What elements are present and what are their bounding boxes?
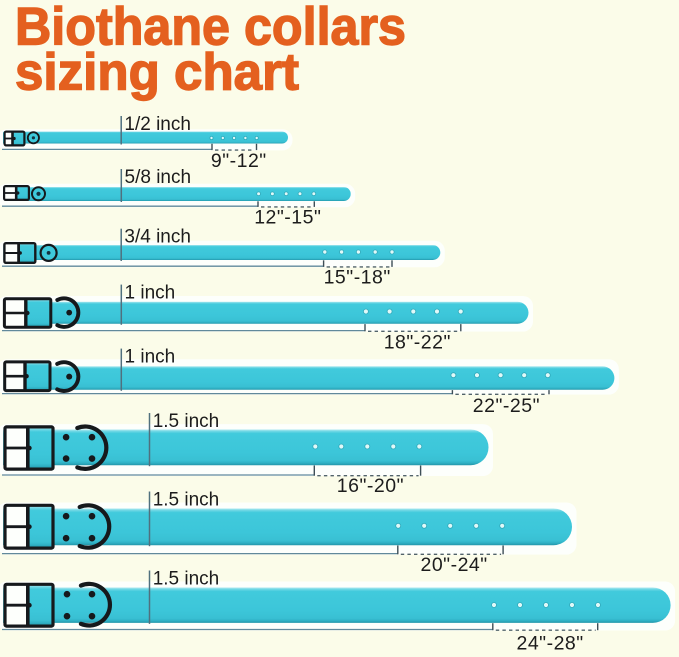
svg-text:5/8 inch: 5/8 inch (125, 167, 192, 188)
svg-text:sizing chart: sizing chart (15, 44, 299, 102)
svg-text:9"-12": 9"-12" (211, 150, 267, 172)
svg-text:Biothane collars: Biothane collars (15, 0, 406, 57)
svg-text:1.5 inch: 1.5 inch (153, 569, 220, 590)
svg-text:3/4 inch: 3/4 inch (124, 227, 191, 248)
svg-text:12"-15": 12"-15" (254, 206, 321, 228)
svg-text:20"-24": 20"-24" (420, 554, 487, 576)
svg-text:1.5 inch: 1.5 inch (153, 411, 220, 432)
svg-text:16"-20": 16"-20" (337, 475, 404, 497)
svg-text:1 inch: 1 inch (125, 347, 176, 368)
svg-text:24"-28": 24"-28" (516, 632, 583, 652)
svg-text:15"-18": 15"-18" (324, 266, 391, 288)
svg-text:1.5 inch: 1.5 inch (153, 490, 220, 511)
svg-text:18"-22": 18"-22" (384, 331, 451, 353)
svg-text:1 inch: 1 inch (125, 283, 176, 304)
svg-text:1/2 inch: 1/2 inch (124, 114, 191, 135)
svg-text:22"-25": 22"-25" (473, 395, 540, 417)
